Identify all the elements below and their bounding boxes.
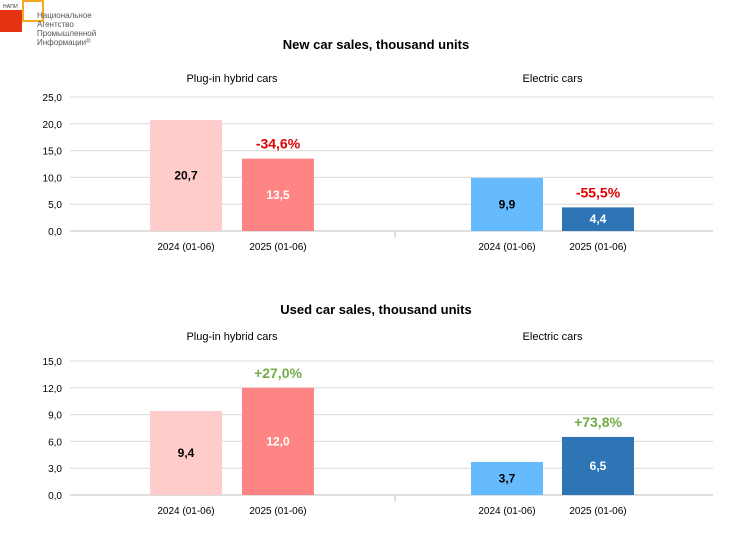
y-tick-label: 3,0 [48, 464, 62, 475]
y-tick-label: 15,0 [43, 357, 63, 368]
category-label: 2024 (01-06) [478, 242, 535, 253]
bar-value-label: 13,5 [266, 188, 290, 202]
y-tick-label: 0,0 [48, 491, 62, 502]
used-car-sales-chart: Used car sales, thousand units 0,0 3,0 6,0 9… [0, 265, 738, 530]
logo-abbr: НАПИ [3, 4, 18, 10]
category-label: 2025 (01-06) [569, 242, 626, 253]
y-tick-label: 5,0 [48, 200, 62, 211]
logo-name-line-4: Информации® [37, 38, 107, 47]
group-label: Electric cars [523, 331, 583, 343]
change-label: +27,0% [254, 365, 302, 381]
chart-svg: New car sales, thousand units 0,0 5,0 10,0 1… [43, 37, 713, 253]
new-car-sales-chart: New car sales, thousand units 0,0 5,0 10,0 1… [0, 0, 738, 265]
bar-value-label: 12,0 [266, 434, 290, 448]
change-label: +73,8% [574, 414, 622, 430]
logo-white-square [24, 2, 42, 20]
chart-title: Used car sales, thousand units [280, 302, 471, 317]
category-label: 2025 (01-06) [249, 506, 306, 517]
group-label: Electric cars [523, 73, 583, 85]
bar [562, 436, 634, 495]
bar [562, 207, 634, 231]
logo-red-square [0, 10, 22, 32]
bar-value-label: 6,5 [590, 459, 607, 473]
group-label: Plug-in hybrid cars [186, 73, 278, 85]
y-tick-label: 6,0 [48, 437, 62, 448]
logo-name-line-3: Промышленной [37, 29, 97, 38]
y-tick-label: 20,0 [43, 120, 63, 131]
logo-name-line-1: Национальное [37, 11, 92, 20]
category-label: 2025 (01-06) [569, 506, 626, 517]
bar-value-label: 3,7 [499, 471, 516, 485]
y-tick-label: 9,0 [48, 411, 62, 422]
y-tick-label: 12,0 [43, 384, 63, 395]
bar [471, 461, 543, 495]
napi-logo: НАПИ Национальное Агентство Промышленной… [0, 0, 100, 56]
bar-value-label: 9,9 [499, 197, 516, 211]
bar-value-label: 9,4 [178, 446, 195, 460]
bar-value-label: 20,7 [174, 169, 198, 183]
category-label: 2024 (01-06) [157, 506, 214, 517]
category-label: 2024 (01-06) [478, 506, 535, 517]
y-tick-label: 10,0 [43, 173, 63, 184]
logo-name: Национальное Агентство Промышленной Инфо… [37, 11, 107, 47]
change-label: -55,5% [576, 184, 621, 200]
logo-name-line-2: Агентство [37, 20, 74, 29]
y-tick-label: 0,0 [48, 227, 62, 238]
bar [242, 158, 314, 231]
y-tick-label: 25,0 [43, 93, 63, 104]
logo-registered-mark: ® [86, 39, 91, 45]
y-tick-label: 15,0 [43, 147, 63, 158]
group-label: Plug-in hybrid cars [186, 331, 278, 343]
logo-name-line-4-text: Информации [37, 38, 87, 47]
chart-svg: Used car sales, thousand units 0,0 3,0 6,0 9… [43, 302, 713, 517]
bar [150, 411, 222, 495]
bar [471, 177, 543, 231]
chart-title: New car sales, thousand units [283, 37, 469, 52]
bar [242, 387, 314, 495]
category-label: 2025 (01-06) [249, 242, 306, 253]
change-label: -34,6% [256, 136, 301, 152]
category-label: 2024 (01-06) [157, 242, 214, 253]
bar-value-label: 4,4 [590, 212, 607, 226]
bar [150, 120, 222, 231]
